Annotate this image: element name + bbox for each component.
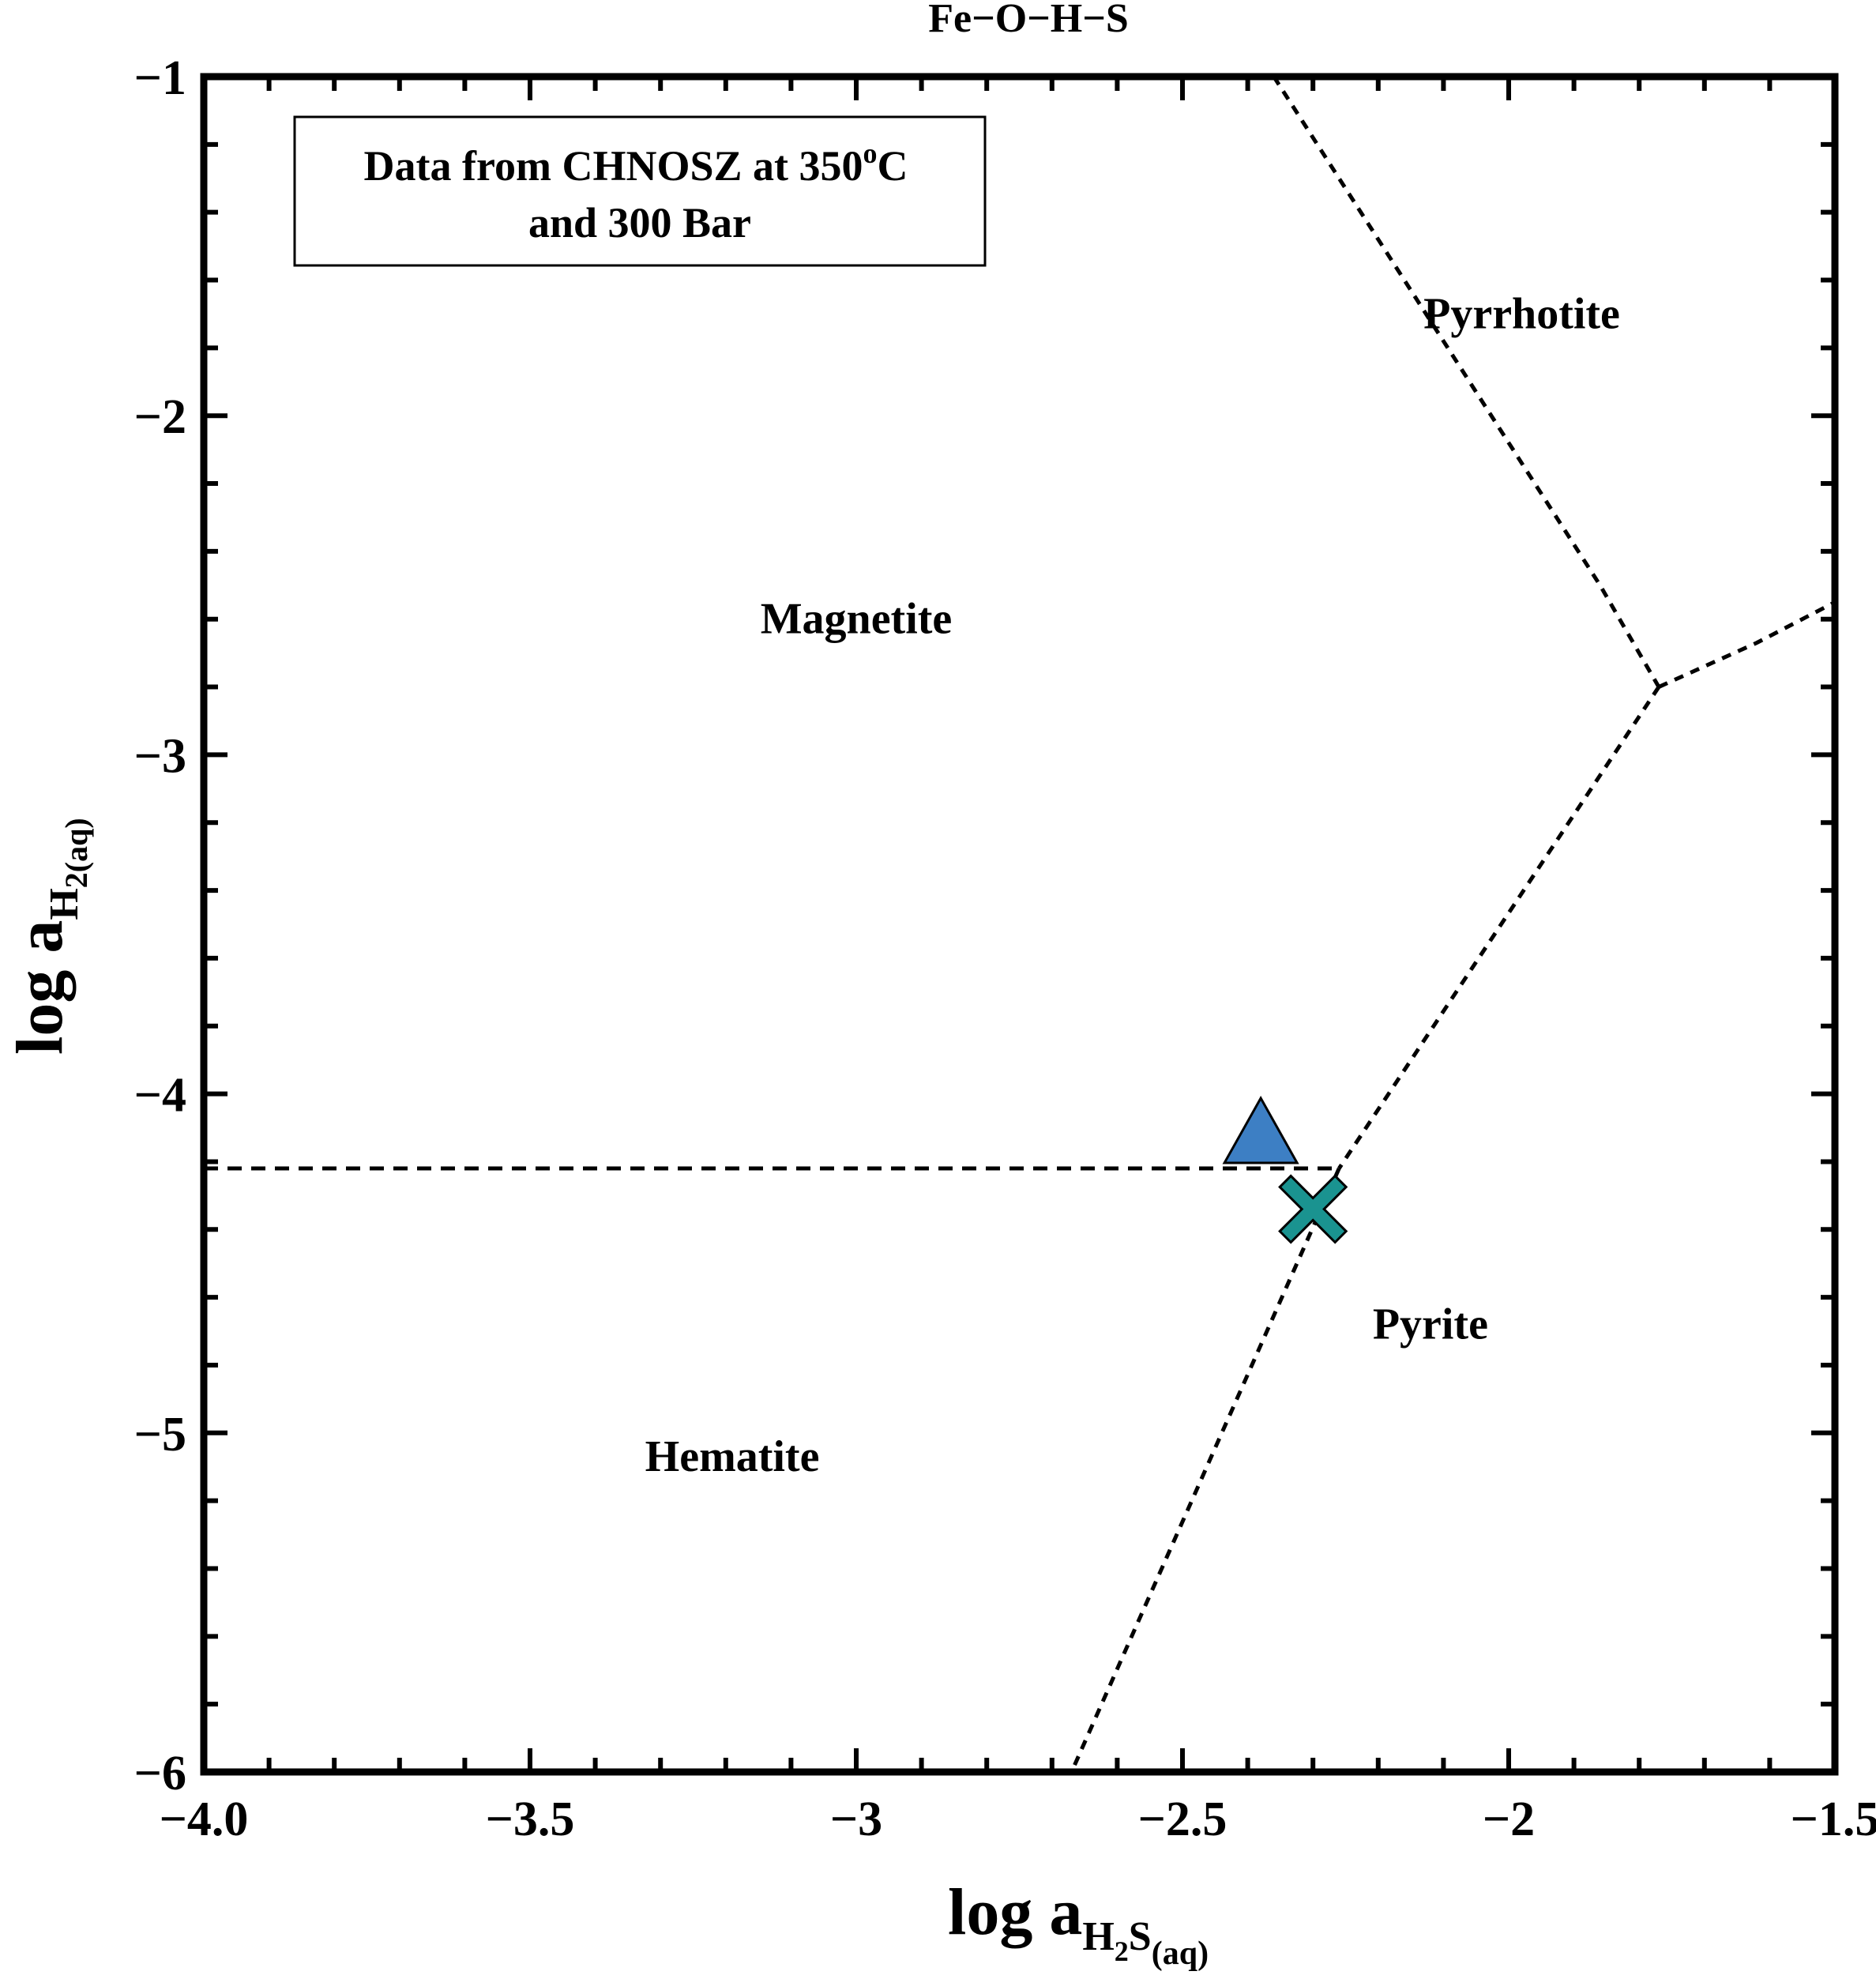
annotation-line-1: Data from CHNOSZ at 350oC	[364, 137, 908, 190]
y-tick-label: −3	[134, 729, 186, 783]
annotation-box: Data from CHNOSZ at 350oC and 300 Bar	[293, 115, 987, 267]
region-label-pyrrhotite: Pyrrhotite	[1423, 289, 1620, 338]
x-tick-label: −3	[830, 1793, 882, 1846]
data-markers	[1222, 1096, 1348, 1244]
region-labels: Magnetite Pyrrhotite Pyrite Hematite	[645, 289, 1620, 1480]
region-label-magnetite: Magnetite	[761, 595, 953, 644]
plot-frame	[200, 73, 1839, 1776]
y-axis-title: log aH2(aq)	[3, 818, 94, 1055]
marker-triangle	[1222, 1096, 1299, 1164]
marker-x	[1278, 1174, 1348, 1244]
region-label-pyrite: Pyrite	[1373, 1300, 1488, 1349]
x-axis-title: log aH2S(aq)	[948, 1875, 1209, 1972]
x-tick-label: −1.5	[1791, 1793, 1876, 1846]
x-tick-label: −2	[1483, 1793, 1535, 1846]
x-tick-label: −3.5	[486, 1793, 575, 1846]
x-tick-label: −2.5	[1138, 1793, 1227, 1846]
boundary-magnetite-pyrite	[1337, 686, 1661, 1170]
y-tick-label: −6	[134, 1747, 186, 1800]
boundary-pyrrhotite-pyrite	[1657, 600, 1837, 689]
boundary-magnetite-pyrrhotite	[1272, 75, 1661, 688]
y-tick-labels: −1 −2 −3 −4 −5 −6	[134, 51, 186, 1800]
phase-boundaries	[204, 75, 1837, 1774]
x-tick-labels: −4.0 −3.5 −3 −2.5 −2 −1.5	[160, 1793, 1876, 1846]
y-tick-label: −5	[134, 1408, 186, 1462]
region-label-hematite: Hematite	[645, 1432, 820, 1481]
y-tick-label: −1	[134, 51, 186, 105]
y-tick-label: −2	[134, 390, 186, 444]
boundary-hematite-pyrite	[1070, 1168, 1341, 1774]
y-tick-label: −4	[134, 1069, 186, 1123]
x-tick-label: −4.0	[160, 1793, 249, 1846]
annotation-line-2: and 300 Bar	[528, 199, 751, 246]
chart-title: Fe−O−H−S	[928, 0, 1129, 41]
